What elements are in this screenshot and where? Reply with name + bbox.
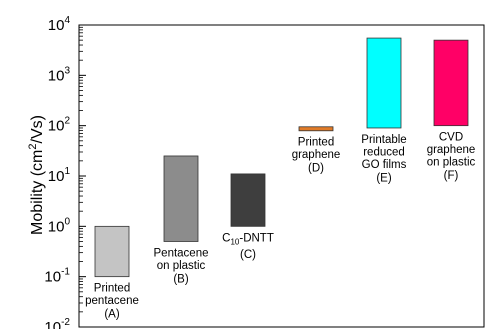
bar-label-E-line: GO films [362, 159, 407, 171]
bar-label-F-line: (F) [444, 170, 459, 182]
y-tick-label: 10-2 [44, 317, 70, 329]
bar-label-C-id: (C) [240, 249, 256, 261]
bar-label-E-line: Printable [361, 134, 406, 146]
bar-label-A-line: Printed [94, 283, 130, 295]
bar-label-A-line: (A) [104, 309, 120, 321]
y-axis: 104 103 102 101 100 10-1 10-2 [44, 15, 86, 329]
y-axis-label: Mobility (cm2/Vs) [27, 115, 46, 235]
y-tick-label: 10-1 [44, 267, 70, 286]
y-tick-label: 101 [48, 166, 71, 185]
bar-label-F-line: graphene [427, 144, 476, 156]
bar-label-D-line: graphene [292, 149, 341, 161]
y-tick-label: 103 [48, 65, 71, 84]
bar-label-B-line: on plastic [157, 260, 206, 272]
bars [94, 37, 469, 278]
y-tick-label: 100 [48, 216, 71, 235]
bar-F [433, 39, 469, 127]
bar-label-F-line: CVD [439, 132, 463, 144]
y-tick-label: 102 [48, 116, 71, 135]
bar-label-E-line: reduced [363, 146, 405, 158]
bar-label-B-line: (B) [173, 273, 189, 285]
bar-label-E-line: (E) [376, 172, 392, 184]
bar-label-A-line: pentacene [85, 295, 139, 307]
bar-E [366, 37, 402, 129]
bar-A [94, 225, 130, 278]
bar-label-C-line: C10-DNTT [222, 232, 274, 246]
plot-frame [78, 24, 485, 328]
bar-D [298, 126, 334, 132]
bar-C [230, 173, 266, 227]
y-tick-label: 104 [48, 15, 71, 34]
bar-label-F-line: on plastic [427, 157, 476, 169]
bar-label-D-line: Printed [298, 137, 334, 149]
bar-label-B-line: Pentacene [154, 247, 209, 259]
bar-label-D-line: (D) [308, 163, 324, 175]
bar-B [163, 155, 199, 242]
